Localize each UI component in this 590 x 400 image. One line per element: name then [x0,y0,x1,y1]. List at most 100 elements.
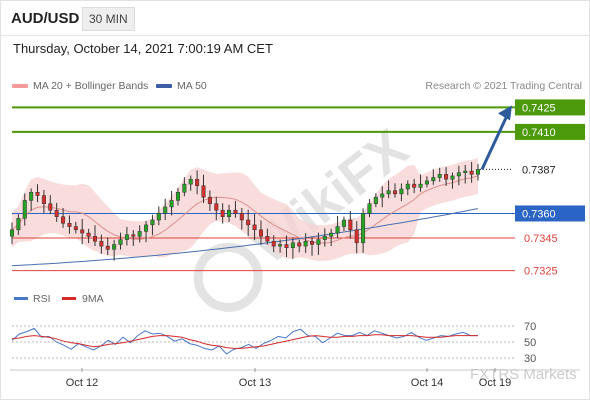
ma50-line [11,208,479,267]
candle [469,161,474,183]
candle-body-up [335,226,340,234]
candle-body-up [16,218,21,231]
time-label-oct-19: Oct 19 [479,377,511,389]
current-price-tag-bg [515,161,585,178]
candle-body-down [252,224,257,231]
candle [118,232,123,250]
candle [246,209,251,237]
candle-body-down [48,203,53,211]
candle [227,204,232,222]
candle-body-up [9,229,15,237]
candle [316,232,321,255]
candle-body-up [373,196,378,204]
chart-datetime: Thursday, October 14, 2021 7:00:19 AM CE… [13,41,273,56]
legend-ma20-label: MA 20 + Bollinger Bands [33,80,149,92]
candle-body-up [169,200,174,208]
forecast-arrow-shaft [480,112,510,171]
candle-body-up [399,188,404,195]
level-label-0.7325: 0.7325 [524,266,558,278]
candle [329,228,334,247]
candle-body-up [150,219,155,226]
time-label-oct-13: Oct 13 [239,377,271,389]
candle [131,230,136,246]
candle [29,188,34,211]
rsi-panel: RSI 9MA 70 50 30 [11,293,536,365]
candle-body-up [405,183,410,190]
candle-body-up [188,178,193,185]
candle [67,215,72,234]
time-label-oct-14: Oct 14 [411,377,443,389]
chart-header: AUD/USD 30 MIN [0,0,590,36]
rsi-swatch [14,297,28,300]
candle-body-down [265,236,270,242]
candle [16,214,21,236]
candle-body-down [354,229,359,244]
candle [73,221,78,234]
candle [310,237,315,256]
candle [278,239,283,253]
candle [214,196,219,221]
candle-body-up [118,239,123,245]
candle [424,176,429,188]
candle-body-up [290,242,295,248]
candle [80,218,85,245]
level-label-0.7425: 0.7425 [522,102,556,114]
candles [9,161,481,261]
candle-body-up [278,244,283,247]
candle-body-down [214,203,219,211]
current-price-label: 0.7387 [522,164,556,176]
ma50-swatch [156,84,172,89]
candle-body-down [131,234,136,237]
candle-body-up [124,234,129,240]
candle-body-up [367,203,372,214]
level-tag-bg-0.7360 [515,205,585,222]
candle-body-down [297,242,302,247]
candle [220,203,225,224]
candle-body-down [86,232,91,237]
candle [418,174,423,192]
candle [456,165,461,186]
candle [188,175,193,191]
candle [156,206,161,226]
timeframe-button[interactable]: 30 MIN [82,7,135,31]
candle-body-up [175,192,180,201]
level-label-0.7345: 0.7345 [524,233,558,245]
candle [303,233,308,253]
candle-body-down [67,223,72,227]
rsi-tick-50: 50 [524,337,536,349]
candle-body-up [341,219,346,227]
candle-body-up [144,224,149,232]
candle-body-up [456,172,461,177]
ma9-legend-label: 9MA [82,293,104,305]
candle [405,180,410,196]
rsi-line [11,327,478,355]
candle [41,189,46,214]
candle-body-up [361,213,366,244]
candle-body-up [316,239,321,245]
candle [61,207,66,228]
legend-ma50-label: MA 50 [177,80,207,92]
ma20-swatch [12,84,28,89]
legend-ma50: MA 50 [156,80,207,92]
candle-body-down [207,196,212,204]
time-axis: Oct 12 Oct 13 Oct 14 Oct 19 [10,368,580,389]
candle-body-up [182,183,187,193]
candle [290,237,295,259]
level-labels: 0.7425 0.7410 0.7360 0.7345 0.7325 0.7387 [480,99,585,278]
candle [437,167,442,182]
candle-body-up [463,170,468,173]
rsi-tick-30: 30 [524,353,536,365]
candle [284,235,289,258]
candle [444,167,449,186]
candle-body-down [348,219,353,231]
time-label-oct-12: Oct 12 [66,377,98,389]
candle-body-up [437,174,442,178]
currency-pair: AUD/USD [11,10,80,27]
candle [195,170,200,195]
candle-body-down [233,209,238,214]
candle-body-up [156,213,161,221]
candle [297,239,302,253]
header-divider [0,35,590,36]
candle [386,180,391,199]
ma9-swatch [62,297,76,300]
